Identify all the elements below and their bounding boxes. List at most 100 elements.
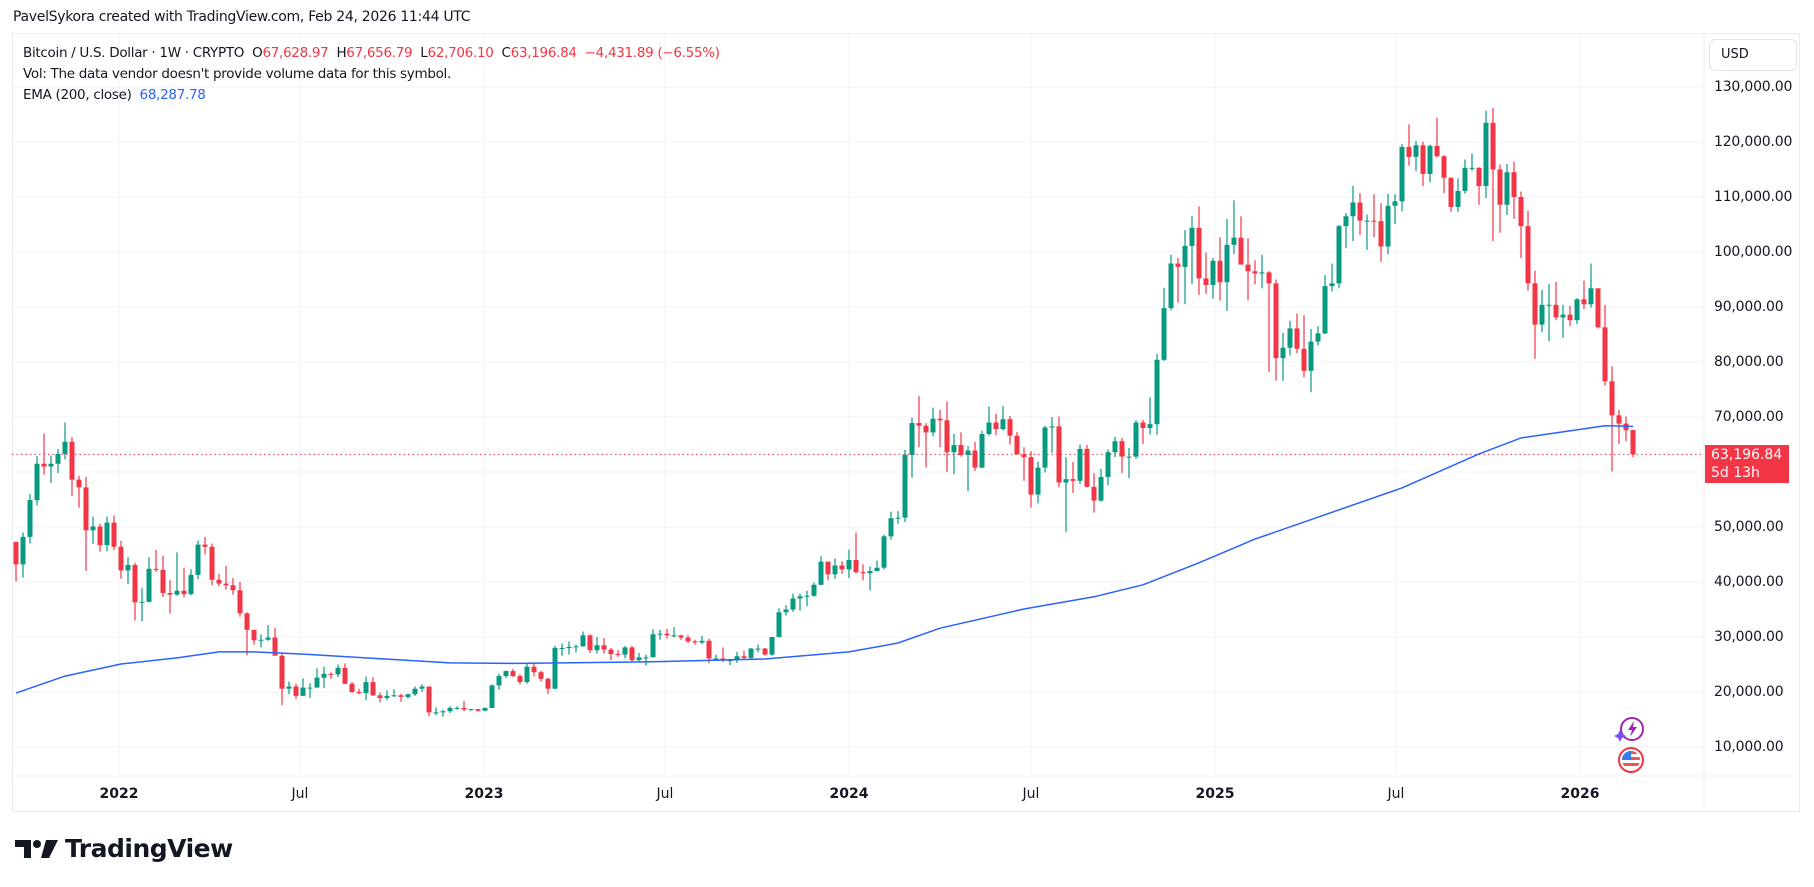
candle-body [216, 579, 222, 584]
candle-body [265, 637, 271, 640]
candle-body [1189, 227, 1195, 246]
candle-body [209, 546, 215, 580]
candle-body [664, 633, 670, 636]
candle-body [69, 441, 75, 480]
candle-body [1287, 328, 1293, 348]
time-tick-label: 2024 [829, 786, 869, 802]
ohlc-legend: Bitcoin / U.S. Dollar · 1W · CRYPTO O67,… [23, 45, 720, 61]
candle-body [671, 635, 677, 637]
us-flag-event-icon[interactable] [1618, 747, 1644, 773]
chart-frame [12, 33, 1800, 812]
candle-body [1546, 304, 1552, 306]
candle-body [1252, 271, 1258, 274]
close-value: 63,196.84 [510, 45, 577, 61]
candle-body [328, 673, 334, 675]
candle-body [104, 522, 110, 546]
last-price-value: 63,196.84 [1711, 447, 1783, 463]
candle-body [272, 637, 278, 656]
candle-body [419, 686, 425, 689]
candle-body [1154, 359, 1160, 425]
candle-body [601, 645, 607, 650]
candle-body [1406, 146, 1412, 157]
candle-body [1490, 122, 1496, 170]
price-tick-label: 90,000.00 [1714, 299, 1784, 315]
candle-body [62, 441, 68, 454]
candle-body [951, 445, 957, 453]
candle-body [447, 707, 453, 712]
candle-body [321, 673, 327, 678]
candle-body [377, 695, 383, 699]
time-tick-label: Jul [1387, 786, 1405, 802]
candle-body [937, 418, 943, 421]
tradingview-logo-icon [15, 839, 58, 858]
candle-body [1343, 216, 1349, 227]
ema-200-line [15, 425, 1634, 694]
symbol-title[interactable]: Bitcoin / U.S. Dollar · 1W · CRYPTO [23, 45, 245, 61]
candle-body [657, 633, 663, 635]
candle-body [503, 671, 509, 677]
candle-body [895, 517, 901, 519]
candle-body [965, 450, 971, 455]
candle-body [1049, 426, 1055, 428]
candle-body [111, 522, 117, 547]
candle-body [146, 568, 152, 602]
candle-body [48, 463, 54, 467]
candle-body [888, 518, 894, 537]
candle-body [594, 645, 600, 651]
price-tick-label: 80,000.00 [1714, 354, 1784, 370]
candle-body [1630, 430, 1636, 455]
candle-body [370, 682, 376, 696]
candle-body [615, 654, 621, 656]
candle-body [1182, 245, 1188, 267]
candle-body [1245, 264, 1251, 272]
candle-body [181, 590, 187, 595]
candle-body [825, 561, 831, 575]
candle-body [307, 687, 313, 689]
close-label: C [501, 45, 511, 61]
candle-body [1462, 167, 1468, 191]
candle-body [1014, 435, 1020, 455]
candle-body [755, 648, 761, 650]
candle-body [461, 707, 467, 710]
candle-body [986, 422, 992, 435]
candle-body [223, 583, 229, 586]
candle-body [1042, 427, 1048, 468]
price-tick-label: 120,000.00 [1714, 134, 1793, 150]
candle-body [349, 683, 355, 692]
candle-body [881, 536, 887, 568]
candle-body [993, 422, 999, 430]
candle-body [1469, 167, 1475, 169]
change-value: −4,431.89 (−6.55%) [584, 45, 720, 61]
tradingview-branding[interactable]: TradingView [15, 834, 233, 863]
candle-body [90, 526, 96, 531]
ema-legend[interactable]: EMA (200, close) 68,287.78 [23, 87, 206, 103]
candle-body [76, 479, 82, 488]
candle-body [790, 598, 796, 610]
candle-body [1497, 169, 1503, 205]
candle-body [160, 569, 166, 593]
open-value: 67,628.97 [262, 45, 329, 61]
event-markers [1614, 717, 1644, 773]
lightning-event-icon[interactable] [1614, 717, 1644, 742]
candle-body [1434, 145, 1440, 157]
candle-body [1119, 441, 1125, 457]
candle-body [566, 646, 572, 648]
candle-body [300, 687, 306, 696]
currency-button[interactable]: USD [1709, 39, 1797, 71]
high-label: H [336, 45, 347, 61]
time-tick-label: 2026 [1560, 786, 1600, 802]
candle-body [258, 639, 264, 641]
candle-body [1056, 426, 1062, 483]
candle-body [398, 695, 404, 697]
candle-body [531, 666, 537, 673]
time-tick-label: 2023 [464, 786, 504, 802]
candle-body [1378, 221, 1384, 247]
candle-body [846, 560, 852, 570]
candle-body [55, 453, 61, 464]
open-label: O [252, 45, 263, 61]
candle-body [1350, 202, 1356, 217]
candle-body [1441, 156, 1447, 178]
candle-body [1427, 145, 1433, 174]
candle-body [685, 637, 691, 642]
